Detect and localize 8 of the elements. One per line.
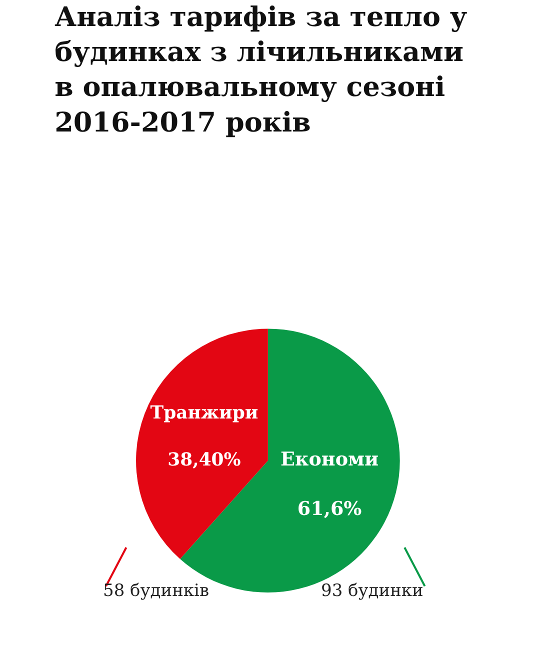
data-label: 61,6% [297, 498, 362, 520]
data-label: 38,40% [168, 449, 241, 470]
slice-label: Економи [280, 448, 379, 470]
pie-slice [136, 328, 268, 560]
slice-label: Транжири [150, 402, 258, 424]
chart-title: Аналіз тарифів за тепло у будинках з лічильниками в опалювальному сезоні 2016-2017 років [54, 2, 468, 138]
text: 58 будинків [103, 581, 210, 601]
text: 93 будинки [321, 581, 424, 601]
